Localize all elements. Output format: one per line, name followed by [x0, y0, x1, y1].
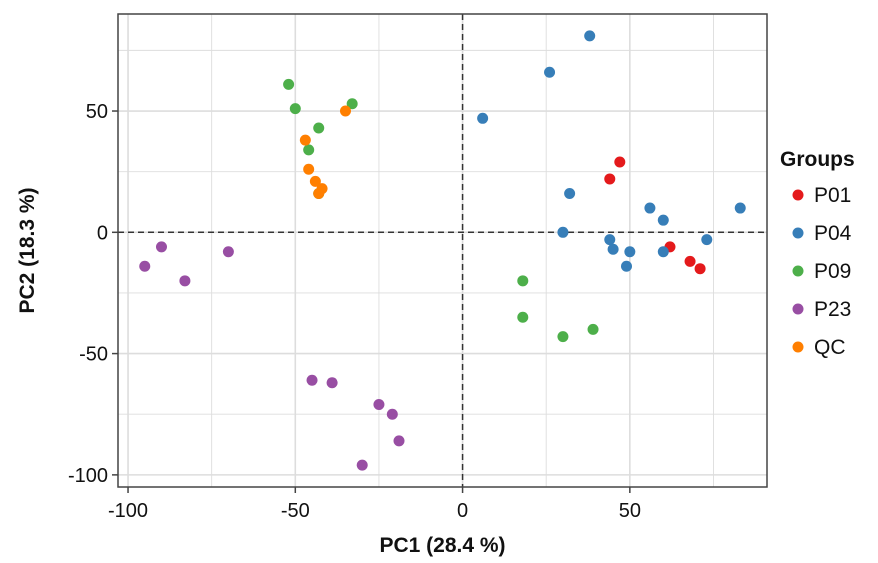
data-point	[734, 202, 746, 214]
legend-item-p04: P04	[792, 222, 852, 245]
data-point	[657, 214, 669, 226]
data-point	[179, 275, 191, 287]
data-point	[346, 98, 358, 110]
legend-label: P23	[814, 298, 851, 321]
legend-swatch	[792, 189, 804, 201]
y-tick-label: -50	[79, 344, 108, 366]
legend: Groups P01 P04 P09 P23 QC	[780, 148, 855, 359]
data-point	[517, 311, 529, 323]
x-axis-title: PC1 (28.4 %)	[379, 534, 505, 557]
data-point	[644, 202, 656, 214]
data-point	[313, 122, 325, 134]
legend-label: QC	[814, 336, 846, 359]
data-point	[306, 374, 318, 386]
legend-swatch	[792, 341, 804, 353]
y-tick-label: 0	[97, 222, 108, 244]
data-point	[604, 234, 616, 246]
legend-label: P04	[814, 222, 852, 245]
x-tick-label: -50	[281, 500, 310, 522]
data-point	[289, 103, 301, 115]
data-point	[373, 399, 385, 411]
x-tick-label: 50	[619, 500, 641, 522]
data-point	[564, 187, 576, 199]
data-point	[155, 241, 167, 253]
data-point	[614, 156, 626, 168]
reference-lines	[118, 14, 767, 487]
data-point	[313, 187, 325, 199]
series-qc	[299, 105, 351, 199]
x-axis-ticks: -100 -50 0 50	[108, 487, 641, 522]
data-point	[620, 260, 632, 272]
data-point	[694, 263, 706, 275]
legend-item-p23: P23	[792, 298, 851, 321]
data-point	[557, 331, 569, 343]
data-point	[326, 377, 338, 389]
data-point	[587, 323, 599, 335]
data-point	[684, 255, 696, 267]
y-tick-label: -100	[68, 465, 108, 487]
series-p04	[477, 30, 746, 272]
data-point	[517, 275, 529, 287]
data-point	[393, 435, 405, 447]
data-point	[222, 246, 234, 258]
data-points	[139, 30, 746, 471]
legend-title: Groups	[780, 148, 855, 171]
legend-swatch	[792, 227, 804, 239]
legend-swatch	[792, 303, 804, 315]
legend-item-p09: P09	[792, 260, 851, 283]
data-point	[624, 246, 636, 258]
data-point	[303, 144, 315, 156]
data-point	[283, 78, 295, 90]
data-point	[139, 260, 151, 272]
data-point	[339, 105, 351, 117]
legend-item-p01: P01	[792, 184, 851, 207]
data-point	[604, 173, 616, 185]
data-point	[356, 459, 368, 471]
x-tick-label: -100	[108, 500, 148, 522]
plot-frame	[117, 13, 768, 488]
data-point	[584, 30, 596, 42]
data-point	[386, 408, 398, 420]
data-point	[544, 66, 556, 78]
data-point	[303, 163, 315, 175]
y-axis-ticks: -100 -50 0 50	[68, 101, 118, 487]
legend-label: P01	[814, 184, 851, 207]
data-point	[701, 234, 713, 246]
data-point	[657, 246, 669, 258]
y-tick-label: 50	[86, 101, 108, 123]
legend-item-qc: QC	[792, 336, 846, 359]
y-axis-title: PC2 (18.3 %)	[16, 187, 39, 313]
legend-swatch	[792, 265, 804, 277]
legend-items: P01 P04 P09 P23 QC	[792, 184, 852, 359]
data-point	[557, 226, 569, 238]
data-point	[607, 243, 619, 255]
x-tick-label: 0	[457, 500, 468, 522]
data-point	[299, 134, 311, 146]
data-point	[477, 112, 489, 124]
series-p23	[139, 241, 405, 471]
data-point	[309, 175, 321, 187]
legend-label: P09	[814, 260, 851, 283]
